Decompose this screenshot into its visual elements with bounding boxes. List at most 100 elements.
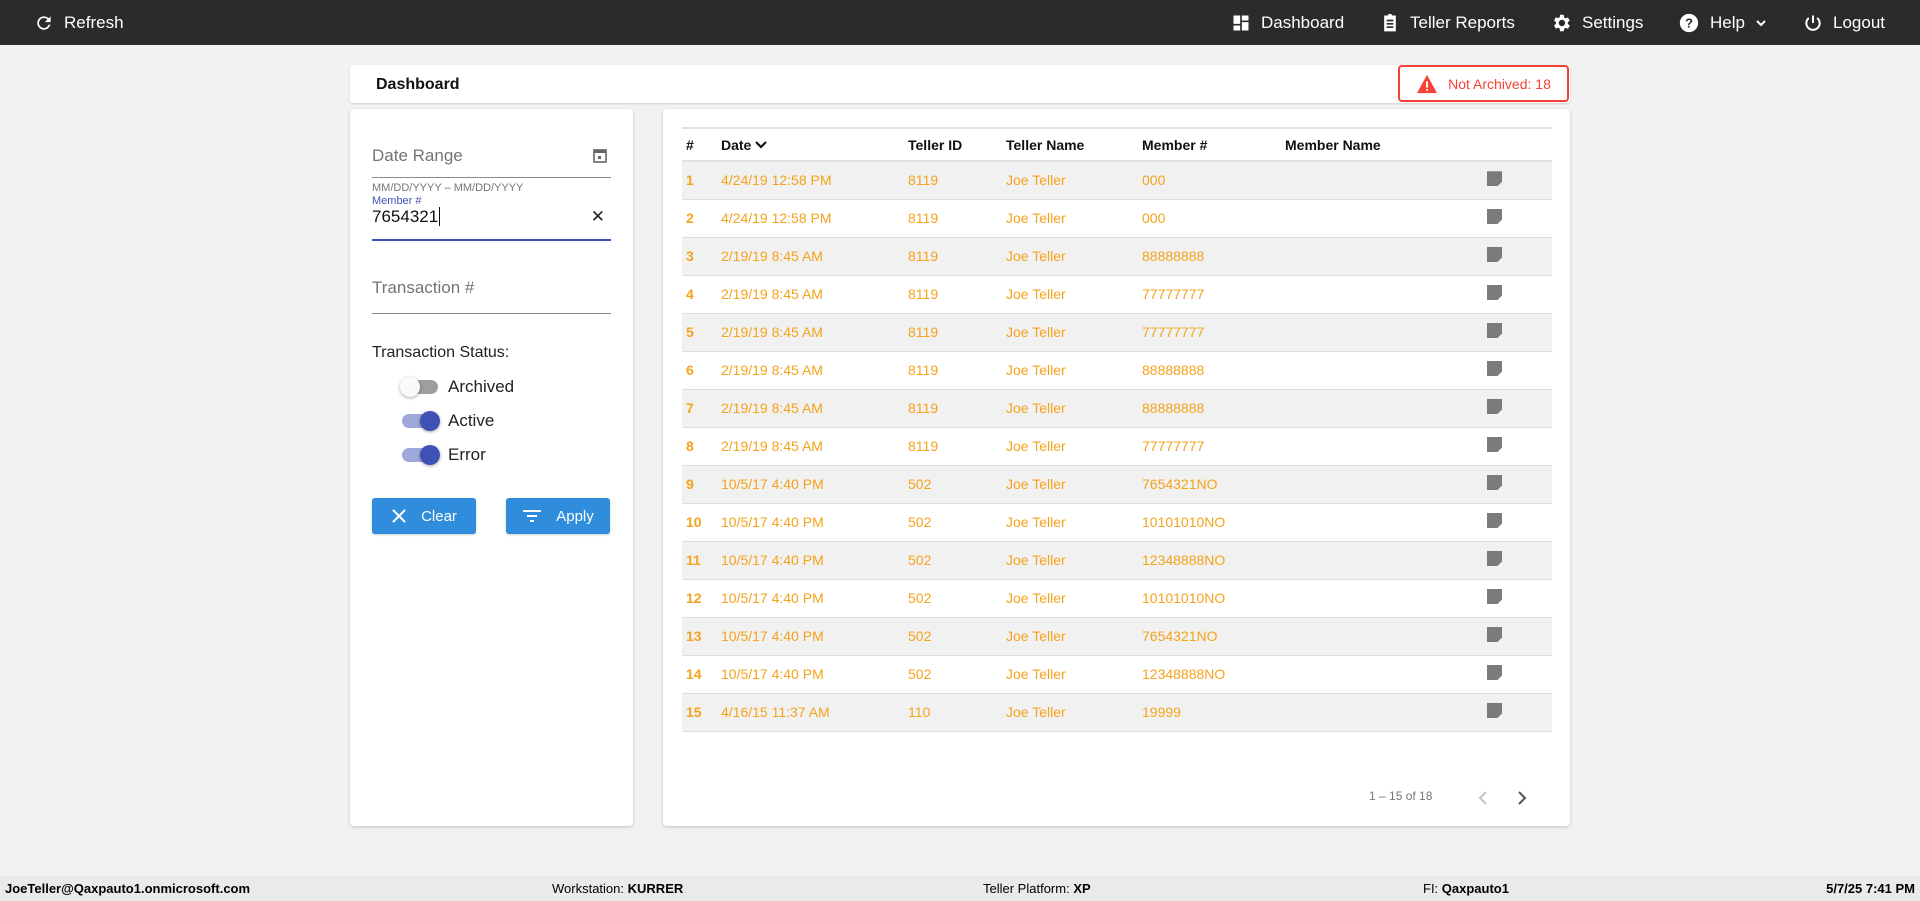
not-archived-badge[interactable]: Not Archived: 18 [1398,65,1569,102]
note-icon[interactable] [1487,551,1502,566]
note-icon[interactable] [1487,285,1502,300]
row-teller-id: 8119 [908,237,1006,276]
nav-dashboard[interactable]: Dashboard [1231,0,1344,45]
col-date[interactable]: Date [721,127,908,162]
date-range-input[interactable]: Date Range [372,146,611,178]
note-icon[interactable] [1487,323,1502,338]
row-member-number: 77777777 [1142,427,1285,466]
note-icon[interactable] [1487,513,1502,528]
table-row[interactable]: 7 2/19/19 8:45 AM 8119 Joe Teller 88888888 [682,389,1552,428]
toggle-active-label: Active [448,411,495,430]
row-member-name [1285,693,1485,732]
table-row[interactable]: 6 2/19/19 8:45 AM 8119 Joe Teller 88888888 [682,351,1552,390]
toggle-active[interactable]: Active [402,411,494,431]
refresh-button[interactable]: Refresh [34,0,124,45]
nav-dashboard-label: Dashboard [1261,12,1345,32]
row-member-number: 10101010NO [1142,579,1285,618]
row-teller-id: 8119 [908,427,1006,466]
table-row[interactable]: 14 10/5/17 4:40 PM 502 Joe Teller 12348888NO [682,655,1552,694]
table-row[interactable]: 4 2/19/19 8:45 AM 8119 Joe Teller 77777777 [682,275,1552,314]
table-row[interactable]: 10 10/5/17 4:40 PM 502 Joe Teller 10101010NO [682,503,1552,542]
note-icon[interactable] [1487,665,1502,680]
row-member-number: 7654321NO [1142,617,1285,656]
note-icon[interactable] [1487,247,1502,262]
table-row[interactable]: 1 4/24/19 12:58 PM 8119 Joe Teller 000 [682,161,1552,200]
row-notes [1485,693,1552,732]
fi-value: Qaxpauto1 [1441,881,1509,896]
note-icon[interactable] [1487,437,1502,452]
table-row[interactable]: 2 4/24/19 12:58 PM 8119 Joe Teller 000 [682,199,1552,238]
note-icon[interactable] [1487,171,1502,187]
row-teller-id: 8119 [908,313,1006,352]
clear-member-icon[interactable]: ✕ [590,207,605,226]
nav-settings[interactable]: Settings [1550,0,1643,45]
transaction-status-label: Transaction Status: [372,344,510,361]
next-page-icon[interactable] [1516,790,1528,806]
row-notes [1485,541,1552,580]
row-date: 2/19/19 8:45 AM [721,237,908,276]
nav-teller-reports-label: Teller Reports [1410,12,1515,32]
note-icon[interactable] [1487,399,1502,414]
table-row[interactable]: 11 10/5/17 4:40 PM 502 Joe Teller 12348888NO [682,541,1552,580]
table-row[interactable]: 15 4/16/15 11:37 AM 110 Joe Teller 19999 [682,693,1552,732]
nav-teller-reports[interactable]: Teller Reports [1380,0,1515,45]
note-icon[interactable] [1487,361,1502,376]
row-teller-id: 8119 [908,199,1006,238]
row-notes [1485,351,1552,390]
error-switch[interactable] [402,445,440,465]
archived-switch[interactable] [400,377,438,397]
row-member-number: 88888888 [1142,351,1285,390]
toggle-error[interactable]: Error [402,445,486,465]
row-member-name [1285,541,1485,580]
row-date: 2/19/19 8:45 AM [721,427,908,466]
row-member-name [1285,465,1485,504]
row-number: 6 [682,351,721,390]
note-icon[interactable] [1487,589,1502,604]
row-member-name [1285,161,1485,200]
row-teller-name: Joe Teller [1006,237,1142,276]
fi-label: FI: [1423,881,1439,896]
row-member-name [1285,313,1485,352]
row-member-name [1285,389,1485,428]
apply-button[interactable]: Apply [506,498,610,534]
row-teller-id: 502 [908,655,1006,694]
toggle-archived[interactable]: Archived [400,377,514,397]
note-icon[interactable] [1487,627,1502,642]
row-member-name [1285,199,1485,238]
workstation-value: KURRER [627,881,684,896]
row-date: 4/16/15 11:37 AM [721,693,908,732]
row-date: 2/19/19 8:45 AM [721,389,908,428]
row-number: 5 [682,313,721,352]
col-notes [1485,127,1552,162]
clear-button[interactable]: Clear [372,498,476,534]
logout-button[interactable]: Logout [1803,0,1885,45]
warning-icon [1417,74,1438,93]
row-number: 15 [682,693,721,732]
table-row[interactable]: 9 10/5/17 4:40 PM 502 Joe Teller 7654321NO [682,465,1552,504]
transaction-number-input[interactable]: Transaction # [372,278,611,314]
close-icon [392,509,406,523]
note-icon[interactable] [1487,209,1502,224]
active-switch[interactable] [402,411,440,431]
nav-help-dropdown[interactable]: ? Help [1678,0,1767,45]
transactions-table: # Date Teller ID Teller Name Member # Me… [682,127,1552,732]
row-member-name [1285,617,1485,656]
member-number-input[interactable]: 7654321 ✕ [372,207,611,241]
calendar-icon[interactable] [593,148,607,163]
col-teller-name: Teller Name [1006,127,1142,162]
row-number: 14 [682,655,721,694]
refresh-icon [37,15,51,30]
note-icon[interactable] [1487,703,1502,718]
row-number: 7 [682,389,721,428]
note-icon[interactable] [1487,475,1502,490]
refresh-label: Refresh [64,12,124,32]
footer-fi: FI: Qaxpauto1 [1423,881,1509,896]
table-row[interactable]: 12 10/5/17 4:40 PM 502 Joe Teller 10101010NO [682,579,1552,618]
prev-page-icon[interactable] [1477,790,1489,806]
table-row[interactable]: 3 2/19/19 8:45 AM 8119 Joe Teller 88888888 [682,237,1552,276]
row-member-name [1285,351,1485,390]
table-row[interactable]: 13 10/5/17 4:40 PM 502 Joe Teller 7654321NO [682,617,1552,656]
table-row[interactable]: 5 2/19/19 8:45 AM 8119 Joe Teller 77777777 [682,313,1552,352]
row-date: 10/5/17 4:40 PM [721,655,908,694]
table-row[interactable]: 8 2/19/19 8:45 AM 8119 Joe Teller 77777777 [682,427,1552,466]
